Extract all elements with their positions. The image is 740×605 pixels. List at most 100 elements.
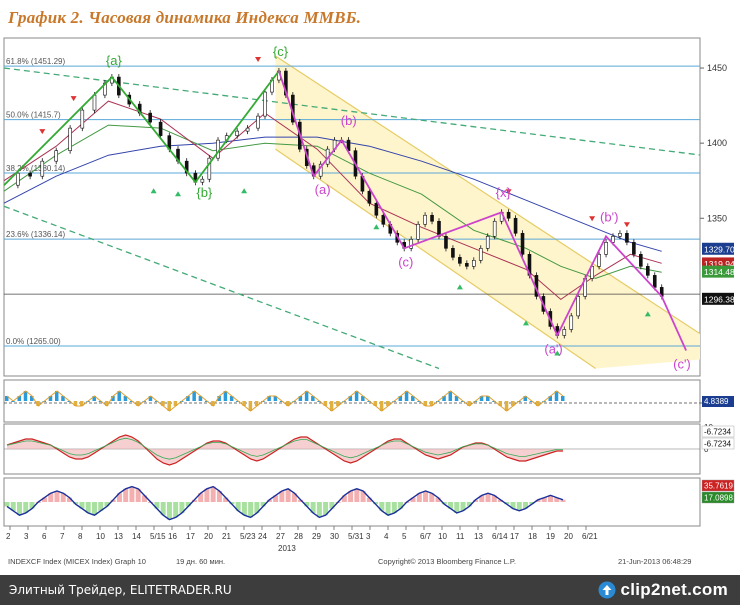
sell-arrow-icon <box>70 96 77 102</box>
oscillator-bar <box>298 499 304 502</box>
oscillator-bar <box>316 502 322 518</box>
oscillator-bar <box>23 502 29 513</box>
x-axis-tick-label: 13 <box>114 532 123 541</box>
oscillator-bar <box>210 486 216 502</box>
price-bar-body <box>28 172 32 177</box>
oscillator-bar <box>516 502 522 511</box>
oscillator-bar <box>348 491 354 502</box>
oscillator-bar <box>4 502 10 507</box>
oscillator-bar <box>73 401 78 406</box>
bloomberg-copyright-label: Copyright© 2013 Bloomberg Finance L.P. <box>378 557 516 566</box>
price-bar-body <box>645 266 650 276</box>
sell-arrow-icon <box>589 216 596 222</box>
oscillator-bar <box>217 396 221 401</box>
oscillator-bar <box>173 401 178 406</box>
x-axis-tick-label: 21 <box>222 532 231 541</box>
oscillator-bar <box>479 495 485 502</box>
x-axis-tick-label: 11 <box>456 532 465 541</box>
oscillator-bar <box>16 502 22 516</box>
price-bar-body <box>562 329 567 336</box>
price-bar-body <box>652 275 657 288</box>
oscillator-bar <box>48 396 53 401</box>
x-axis-tick-label: 3 <box>24 532 29 541</box>
oscillator-bar <box>548 495 554 502</box>
oscillator-bar <box>473 499 479 502</box>
price-bar-body <box>367 190 372 204</box>
x-axis-tick-label: 3 <box>366 532 371 541</box>
price-bar-body <box>207 157 212 180</box>
oscillator-line <box>6 390 564 412</box>
x-axis-tick-label: 5/23 <box>240 532 256 541</box>
oscillator-bar <box>442 396 446 401</box>
oscillator-bar <box>279 491 285 502</box>
wave-label: {c} <box>273 44 289 59</box>
oscillator-bar <box>561 396 565 401</box>
y-axis-tick-label: 1350 <box>707 213 727 223</box>
price-bar-body <box>492 220 497 237</box>
price-bar-body <box>416 223 420 240</box>
y-axis-tick-label: 1400 <box>707 138 727 148</box>
oscillator-bar <box>317 401 321 402</box>
price-bar-body <box>284 70 288 96</box>
price-bar-body <box>16 172 20 186</box>
x-axis-tick-label: 18 <box>528 532 537 541</box>
moving-average-mid <box>3 124 662 279</box>
oscillator-bar <box>173 502 179 518</box>
oscillator-bar <box>23 391 28 401</box>
price-bar-body <box>263 91 267 117</box>
oscillator-bar <box>323 502 329 516</box>
upload-arrow-icon <box>598 581 616 599</box>
chart-title: График 2. Часовая динамика Индекса ММВБ. <box>8 8 362 27</box>
oscillator-bar <box>504 401 509 411</box>
y-axis-tick-label: 1450 <box>707 63 727 73</box>
oscillator-bar <box>17 396 21 401</box>
oscillator-bar <box>485 493 491 502</box>
oscillator-value-tag <box>702 396 734 407</box>
oscillator-bar <box>260 502 266 507</box>
oscillator-bar <box>267 396 271 401</box>
price-bar-body <box>451 248 455 258</box>
oscillator-bar <box>523 396 528 401</box>
oscillator-bar <box>523 502 529 509</box>
price-bar-body <box>611 235 615 243</box>
price-bar-body <box>430 214 434 222</box>
oscillator-bar <box>192 391 196 401</box>
oscillator-bar <box>229 502 235 505</box>
price-bar-body <box>54 150 59 162</box>
fib-level-label: 61.8% (1451.29) <box>6 57 65 66</box>
oscillator-bar <box>123 396 128 401</box>
oscillator-bar <box>548 396 553 401</box>
price-bar-body <box>632 242 636 255</box>
oscillator-bar <box>54 391 59 401</box>
oscillator-bar <box>266 499 272 502</box>
oscillator-bar <box>498 499 504 502</box>
oscillator-bar <box>529 401 534 402</box>
x-axis-tick-label: 5/31 <box>348 532 364 541</box>
x-axis-tick-label: 6 <box>42 532 47 541</box>
oscillator-value-tag <box>701 479 735 492</box>
oscillator-bar <box>460 502 466 511</box>
oscillator-bar <box>123 488 129 502</box>
x-axis-tick-label: 10 <box>96 532 105 541</box>
oscillator-bar <box>541 497 547 502</box>
oscillator-bar <box>498 401 503 406</box>
oscillator-bar <box>110 499 116 502</box>
chart-canvas: 61.8% (1451.29) 50.0% (1415.7) 38.2% (1380… <box>3 37 735 566</box>
oscillator-bar <box>467 401 471 406</box>
wave-label: {b} <box>196 185 213 200</box>
x-axis-tick-label: 17 <box>186 532 195 541</box>
oscillator-bar <box>60 493 66 502</box>
buy-arrow-icon <box>456 284 463 290</box>
oscillator-bar <box>367 401 371 402</box>
x-axis-tick-label: 6/7 <box>420 532 432 541</box>
oscillator-bar <box>136 401 140 406</box>
oscillator-value-tag-label: 4.8389 <box>704 397 729 406</box>
oscillator-value-tag-label: 17.0898 <box>704 494 733 503</box>
x-axis-tick-label: 16 <box>168 532 177 541</box>
oscillator-bar <box>66 497 72 502</box>
price-bar-body <box>485 235 490 249</box>
oscillator-bar <box>229 396 234 401</box>
oscillator-bar <box>310 502 316 513</box>
wave-label: (b) <box>341 113 357 128</box>
price-bar-body <box>458 257 462 264</box>
